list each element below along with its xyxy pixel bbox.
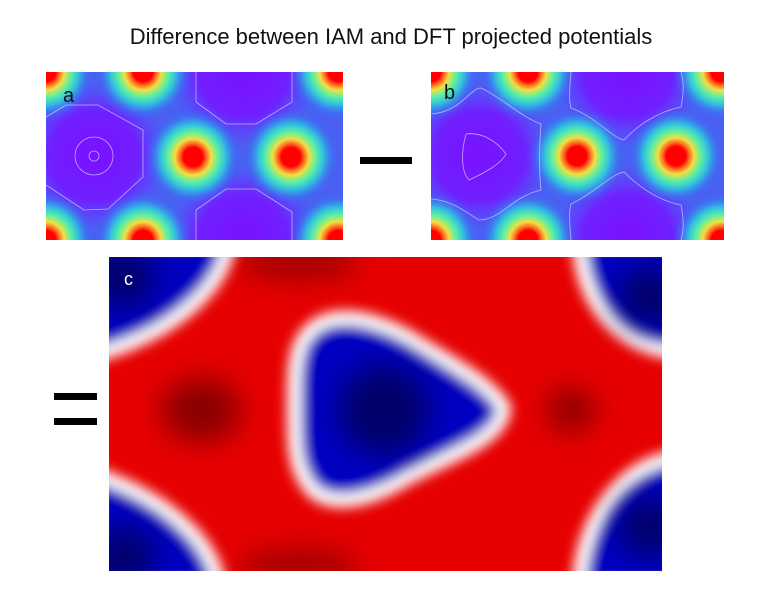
panel-b-dft-potential: b (383, 0, 769, 315)
panel-label-c: c (124, 269, 133, 289)
panel-a-heatmap (0, 0, 386, 315)
contour-lines (430, 71, 684, 241)
contour-lines (45, 72, 293, 240)
equals-sign-bottom (54, 418, 97, 425)
panel-label-a: a (63, 85, 75, 107)
blue-cores (109, 257, 662, 571)
equals-sign-top (54, 393, 97, 400)
dark-red-maxima (161, 257, 595, 571)
panel-label-b: b (444, 82, 456, 104)
minus-sign (360, 157, 412, 164)
figure-title: Difference between IAM and DFT projected… (129, 24, 653, 49)
panel-c-heatmap (109, 257, 662, 571)
panel-c-difference: c (109, 257, 662, 571)
panel-a-iam-potential: a (0, 0, 386, 315)
panel-b-heatmap (383, 0, 769, 315)
